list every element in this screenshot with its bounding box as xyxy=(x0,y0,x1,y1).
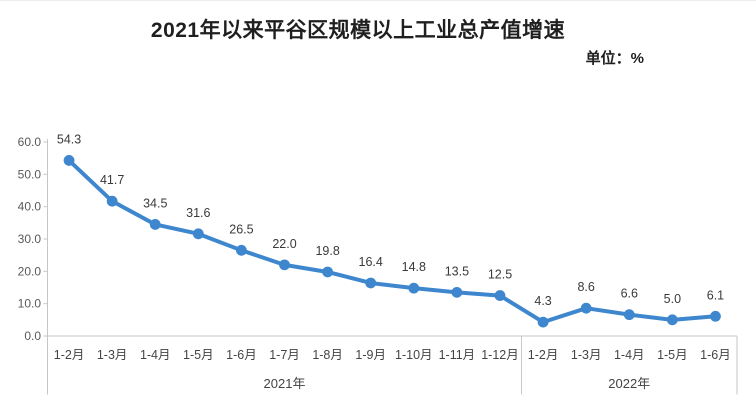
chart-title: 2021年以来平谷区规模以上工业总产值增速 xyxy=(150,19,566,42)
data-point xyxy=(365,277,377,289)
month-label: 1-8月 xyxy=(312,348,343,362)
data-label: 31.6 xyxy=(186,206,210,220)
ytick-label: 0.0 xyxy=(24,329,41,343)
data-label: 19.8 xyxy=(315,244,339,258)
month-label: 1-3月 xyxy=(97,348,128,362)
data-label: 8.6 xyxy=(577,280,594,294)
month-label: 1-3月 xyxy=(571,348,602,362)
data-label: 5.0 xyxy=(664,292,681,306)
data-label: 14.8 xyxy=(402,260,426,274)
ytick-label: 60.0 xyxy=(18,135,42,149)
month-label: 1-11月 xyxy=(439,348,476,362)
month-label: 1-10月 xyxy=(395,348,433,362)
data-point xyxy=(408,282,420,294)
ytick-label: 40.0 xyxy=(18,200,42,214)
data-label: 13.5 xyxy=(445,264,469,278)
data-point xyxy=(494,290,506,301)
data-point xyxy=(236,244,247,256)
month-label: 1-2月 xyxy=(54,348,85,362)
data-point xyxy=(537,316,549,328)
data-label: 6.6 xyxy=(621,287,638,301)
data-point xyxy=(192,228,204,240)
data-label: 41.7 xyxy=(100,173,124,187)
year-label: 2022年 xyxy=(608,376,650,391)
month-label: 1-4月 xyxy=(614,348,645,362)
data-label: 22.0 xyxy=(272,237,296,251)
month-label: 1-2月 xyxy=(528,348,559,362)
year-label: 2021年 xyxy=(264,376,306,391)
month-label: 1-6月 xyxy=(226,348,257,362)
ytick-label: 50.0 xyxy=(18,167,42,181)
data-point xyxy=(710,310,721,322)
data-label: 12.5 xyxy=(488,268,512,282)
data-label: 4.3 xyxy=(534,294,551,308)
ytick-label: 20.0 xyxy=(18,264,42,278)
ytick-label: 10.0 xyxy=(18,297,42,311)
data-point xyxy=(149,219,161,230)
month-label: 1-7月 xyxy=(269,348,300,362)
ytick-label: 30.0 xyxy=(18,232,42,246)
month-label: 1-12月 xyxy=(481,348,519,362)
month-label: 1-5月 xyxy=(183,348,214,362)
data-label: 26.5 xyxy=(229,222,253,236)
data-label: 34.5 xyxy=(143,196,167,210)
data-label: 16.4 xyxy=(359,255,383,269)
data-line xyxy=(67,158,718,325)
unit-label: 单位：% xyxy=(585,50,644,67)
data-point xyxy=(623,309,635,321)
data-point xyxy=(666,314,678,326)
month-label: 1-5月 xyxy=(657,348,688,362)
data-point xyxy=(106,195,118,207)
month-label: 1-4月 xyxy=(140,348,171,362)
data-point xyxy=(63,155,75,166)
data-point xyxy=(322,266,334,278)
data-point xyxy=(451,286,463,298)
data-point xyxy=(580,302,592,314)
month-label: 1-9月 xyxy=(355,348,386,362)
data-label: 6.1 xyxy=(707,288,724,302)
month-label: 1-6月 xyxy=(700,348,731,362)
data-label: 54.3 xyxy=(57,132,81,146)
data-point xyxy=(279,259,290,271)
